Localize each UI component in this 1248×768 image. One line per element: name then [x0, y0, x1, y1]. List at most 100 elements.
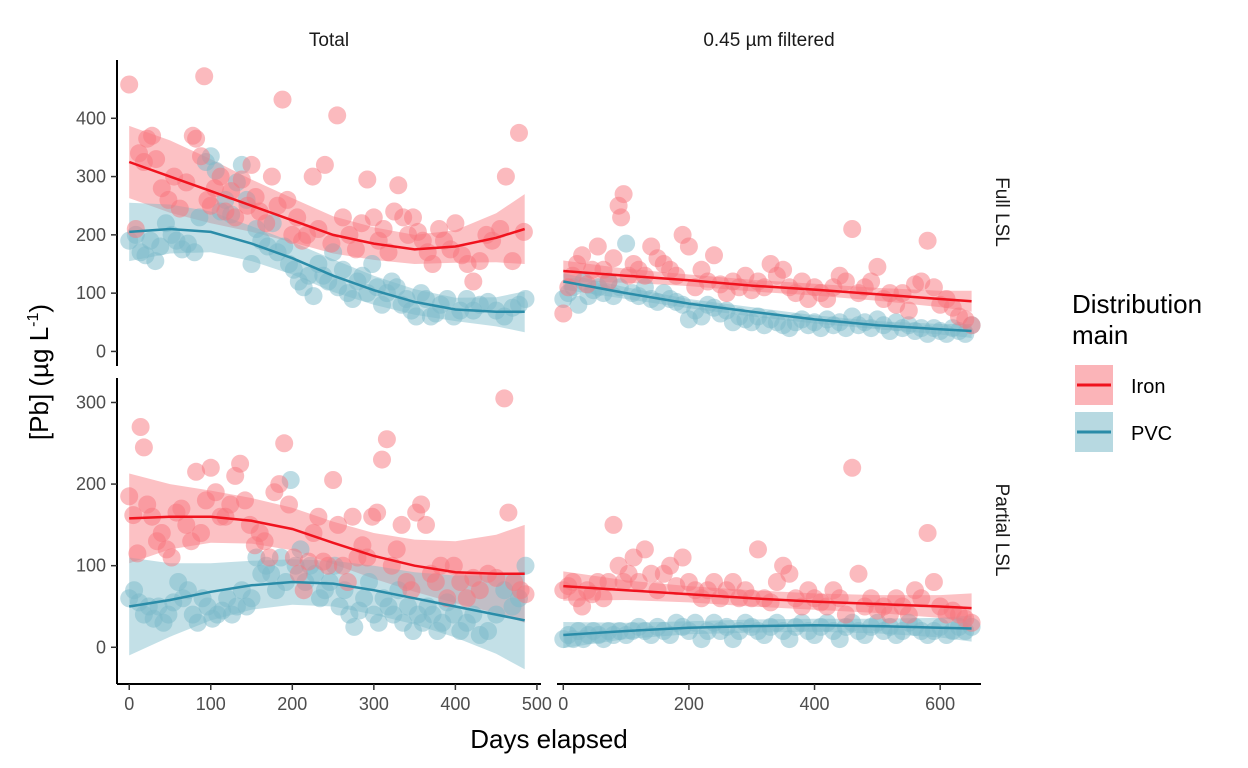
data-point-iron	[635, 540, 654, 559]
data-point-pvc	[262, 564, 281, 583]
x-tick-label: 100	[196, 694, 226, 714]
panel-r1-c0	[120, 389, 535, 670]
data-point-iron	[201, 458, 220, 477]
data-point-pvc	[320, 573, 339, 591]
data-point-pvc	[407, 307, 426, 326]
data-point-iron	[134, 438, 153, 457]
data-point-iron	[667, 266, 686, 285]
y-tick-label: 0	[96, 341, 106, 361]
data-point-iron	[588, 237, 607, 256]
data-point-iron	[333, 556, 352, 575]
data-point-iron	[503, 252, 522, 271]
data-point-pvc	[304, 287, 323, 306]
data-point-iron	[491, 220, 510, 238]
legend: Distribution main Iron PVC	[1072, 289, 1202, 452]
data-point-iron	[594, 589, 613, 608]
fit-line-pvc	[129, 227, 525, 314]
y-tick-label: 300	[76, 392, 106, 412]
data-point-iron	[470, 252, 489, 271]
data-point-iron	[830, 589, 849, 608]
data-point-iron	[573, 597, 592, 616]
data-point-pvc	[343, 290, 362, 308]
data-point-iron	[192, 147, 210, 166]
data-point-iron	[201, 196, 220, 215]
data-point-iron	[170, 199, 189, 218]
data-point-iron	[329, 515, 347, 534]
data-point-iron	[404, 208, 422, 227]
data-point-iron	[319, 556, 338, 575]
fit-line-pvc	[563, 623, 972, 637]
y-tick-label: 400	[76, 108, 106, 128]
x-tick-label: 300	[359, 694, 389, 714]
data-point-iron	[648, 581, 667, 600]
data-point-iron	[192, 524, 210, 542]
fit-line-iron	[129, 515, 525, 576]
data-point-iron	[236, 491, 254, 510]
data-point-pvc	[188, 613, 207, 632]
data-point-iron	[836, 272, 855, 291]
x-tick-label: 200	[674, 694, 704, 714]
data-point-iron	[673, 548, 692, 567]
data-point-pvc	[242, 589, 261, 608]
data-point-iron	[487, 568, 506, 587]
data-point-iron	[147, 150, 166, 169]
data-point-iron	[221, 495, 240, 514]
confidence-band-pvc	[129, 557, 525, 670]
data-point-iron	[705, 246, 723, 265]
fit-line-pvc	[129, 580, 525, 622]
data-point-iron	[495, 389, 514, 408]
data-point-pvc	[333, 260, 352, 279]
data-point-iron	[333, 208, 352, 227]
data-point-iron	[836, 605, 855, 624]
data-point-iron	[843, 220, 862, 238]
panel-r0-c0	[120, 67, 535, 333]
data-point-iron	[446, 214, 465, 233]
data-point-iron	[599, 272, 618, 291]
data-point-iron	[599, 573, 618, 591]
data-point-iron	[387, 540, 406, 559]
data-point-iron	[280, 495, 298, 514]
y-tick-label: 200	[76, 474, 106, 494]
data-point-iron	[642, 564, 661, 583]
data-point-iron	[260, 548, 279, 567]
legend-title-line2: main	[1072, 320, 1128, 350]
data-point-iron	[426, 573, 445, 591]
data-point-iron	[206, 483, 225, 502]
data-point-iron	[303, 167, 322, 186]
data-point-iron	[924, 573, 943, 591]
data-point-iron	[918, 524, 937, 542]
strip-label-row-0: Full LSL	[991, 177, 1012, 247]
y-tick-label: 100	[76, 556, 106, 576]
data-point-iron	[457, 589, 476, 608]
data-point-iron	[470, 581, 489, 600]
data-point-iron	[126, 220, 145, 238]
data-point-iron	[187, 129, 206, 148]
data-point-iron	[143, 126, 162, 145]
data-point-iron	[774, 260, 793, 279]
data-point-iron	[120, 75, 139, 94]
legend-label-pvc: PVC	[1131, 423, 1172, 445]
strip-label-col-0: Total	[309, 30, 349, 51]
data-point-pvc	[242, 255, 261, 273]
data-point-iron	[246, 188, 265, 206]
data-point-iron	[374, 220, 393, 238]
data-point-iron	[499, 503, 518, 522]
data-point-iron	[273, 90, 292, 109]
data-point-iron	[899, 605, 918, 624]
data-point-iron	[338, 573, 357, 591]
data-point-iron	[412, 495, 431, 514]
data-point-pvc	[516, 556, 535, 575]
data-point-pvc	[438, 290, 457, 308]
data-point-iron	[554, 304, 573, 323]
data-point-iron	[270, 475, 289, 494]
data-point-pvc	[355, 589, 374, 608]
panel-r1-c1	[554, 458, 981, 649]
y-tick-label: 200	[76, 225, 106, 245]
data-point-iron	[379, 243, 398, 262]
strip-label-row-1: Partial LSL	[991, 484, 1012, 577]
data-point-iron	[322, 234, 341, 253]
data-point-iron	[343, 507, 362, 526]
data-point-iron	[368, 503, 387, 522]
plot-layer: 0 100 200 300 400 0 100 200 300 0 100 200 300 400 500 0…	[76, 60, 981, 714]
panel-r0-c1	[554, 185, 981, 343]
